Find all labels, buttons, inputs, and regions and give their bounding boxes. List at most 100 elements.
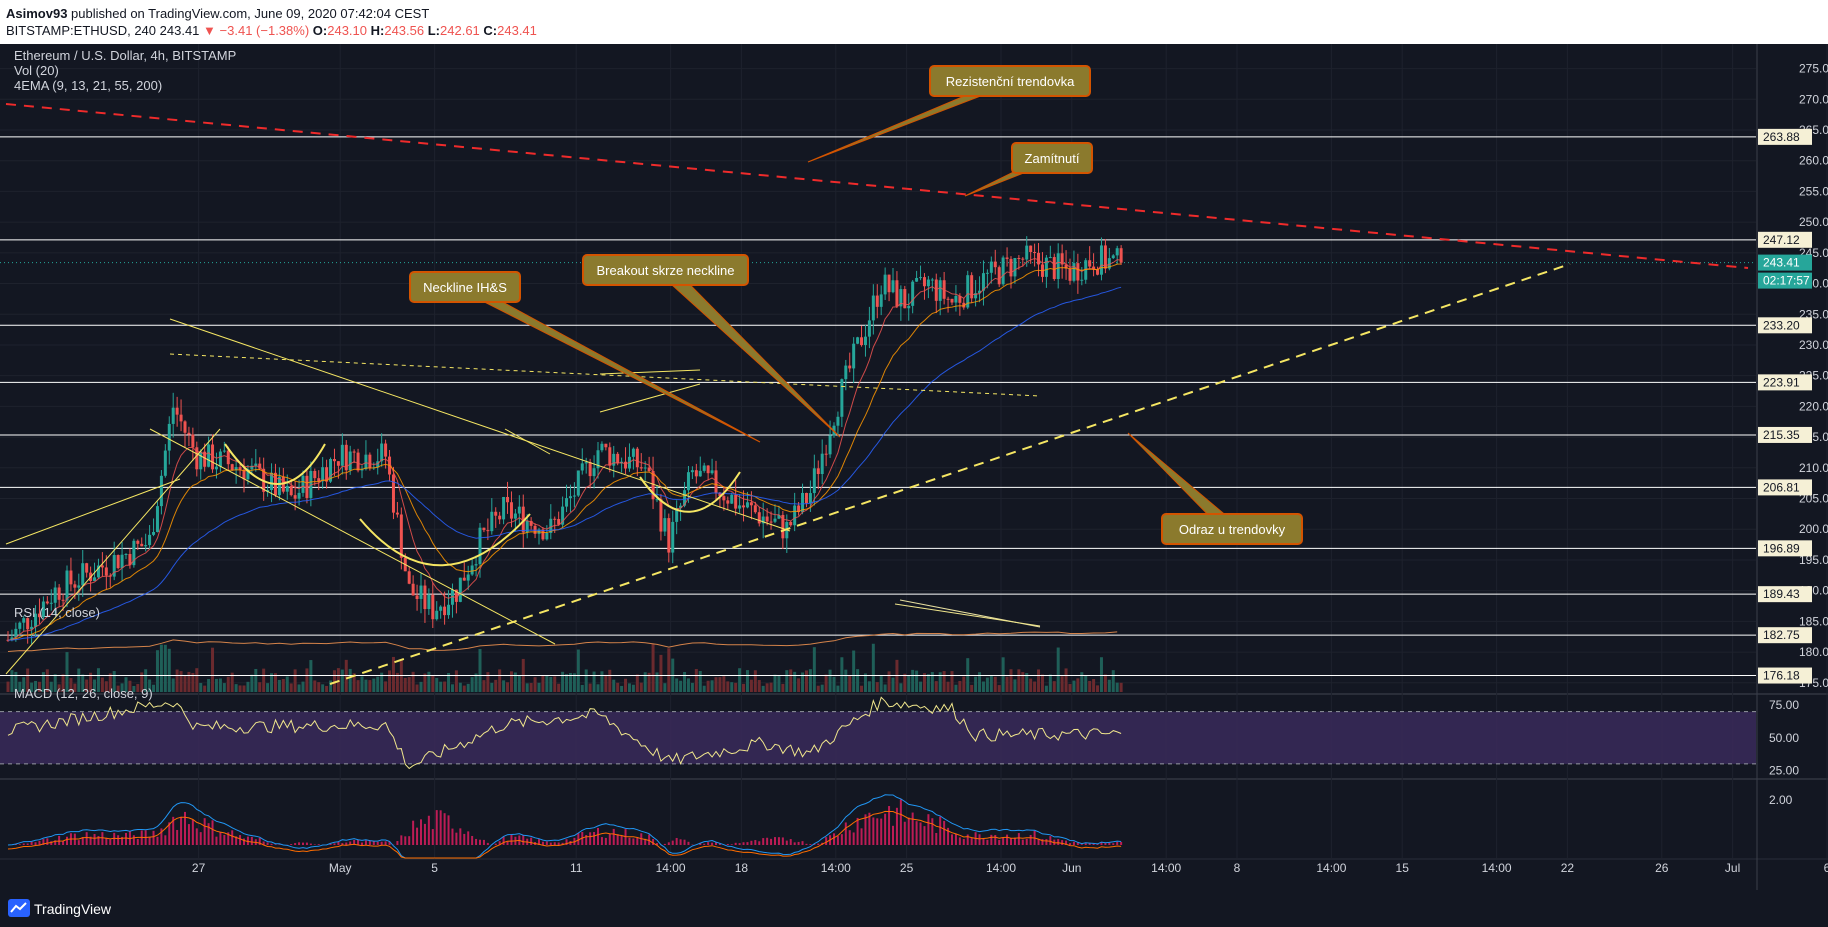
candle-body xyxy=(879,294,883,307)
volume-bar xyxy=(950,671,954,692)
volume-bar xyxy=(860,685,864,692)
y-tick-label: 275.00 xyxy=(1799,62,1828,76)
macd-histogram-bar xyxy=(337,841,340,845)
candle-body xyxy=(348,451,352,471)
macd-histogram-bar xyxy=(451,828,454,845)
volume-bar xyxy=(132,685,136,692)
macd-histogram-bar xyxy=(329,844,332,845)
author-line: Asimov93 published on TradingView.com, J… xyxy=(6,6,429,21)
chart-canvas[interactable]: 27 May 5 11 14:00 18 14:00 25 14:00 Jun 14:00 8 14:0… xyxy=(0,44,1828,890)
macd-histogram-bar xyxy=(380,841,383,845)
volume-bar xyxy=(804,670,808,692)
volume-bar xyxy=(797,678,801,692)
y-tick-label: 180.00 xyxy=(1799,645,1828,659)
candle-body xyxy=(521,506,525,533)
candle-body xyxy=(592,468,596,477)
macd-histogram-bar xyxy=(585,835,588,845)
tradingview-logo-icon[interactable] xyxy=(8,899,30,917)
candle-body xyxy=(1044,257,1048,277)
level-label: 247.12 xyxy=(1763,233,1800,247)
candle-body xyxy=(781,514,785,539)
candle-body xyxy=(659,499,663,532)
candle-body xyxy=(997,267,1001,285)
callout-box xyxy=(1161,513,1303,545)
candle-body xyxy=(96,565,100,578)
macd-legend: MACD (12, 26, close, 9) xyxy=(14,686,153,701)
macd-histogram-bar xyxy=(620,835,623,845)
candle-body xyxy=(57,587,61,600)
volume-bar xyxy=(388,670,392,692)
macd-histogram-bar xyxy=(632,838,635,845)
candle-body xyxy=(726,500,730,504)
macd-histogram-bar xyxy=(66,836,68,845)
candle-body xyxy=(1048,257,1052,259)
close-value: 243.41 xyxy=(497,23,537,38)
level-label: 196.89 xyxy=(1763,541,1800,555)
macd-histogram-bar xyxy=(742,842,745,845)
volume-bar xyxy=(761,685,765,692)
candle-body xyxy=(985,272,989,274)
brand-name[interactable]: TradingView xyxy=(34,901,112,917)
macd-histogram-bar xyxy=(644,838,647,845)
macd-histogram-bar xyxy=(109,839,112,845)
macd-histogram-bar xyxy=(435,810,438,845)
level-tag xyxy=(1758,540,1812,557)
rsi-line xyxy=(7,696,1122,770)
x-tick-label: 5 xyxy=(431,861,438,875)
volume-bar xyxy=(474,673,478,692)
volume-bar xyxy=(568,673,572,692)
macd-histogram-bar xyxy=(1002,837,1005,845)
volume-bar xyxy=(919,681,923,692)
x-tick-label: 27 xyxy=(192,861,206,875)
candle-body xyxy=(734,494,738,509)
macd-histogram-bar xyxy=(754,840,757,845)
macd-histogram-bar xyxy=(231,830,234,845)
last-price-label: 243.41 xyxy=(1763,256,1800,270)
candle-body xyxy=(293,495,297,499)
macd-histogram-bar xyxy=(801,841,804,845)
macd-histogram-bar xyxy=(1084,843,1087,845)
x-tick-label: 14:00 xyxy=(821,861,851,875)
volume-bar xyxy=(336,668,340,692)
candle-body xyxy=(214,466,218,470)
candle-body xyxy=(596,450,600,469)
author-name[interactable]: Asimov93 xyxy=(6,6,68,21)
volume-bar xyxy=(65,652,69,692)
candle-body xyxy=(671,521,675,553)
volume-bar xyxy=(1064,668,1068,692)
macd-histogram-bar xyxy=(703,843,706,845)
macd-histogram-bar xyxy=(860,828,863,845)
macd-histogram-bar xyxy=(1088,843,1091,845)
candle-body xyxy=(565,498,569,507)
volume-bar xyxy=(482,680,486,692)
channel-line xyxy=(5,428,221,675)
ema-legend: 4EMA (9, 13, 21, 55, 200) xyxy=(14,78,162,93)
macd-histogram-bar xyxy=(388,841,391,845)
macd-histogram-bar xyxy=(455,832,458,845)
macd-histogram-bar xyxy=(294,843,297,845)
volume-bar xyxy=(332,670,336,692)
candle-body xyxy=(915,277,919,282)
down-arrow-icon: ▼ xyxy=(203,23,216,38)
candle-body xyxy=(934,279,938,301)
volume-bar xyxy=(470,677,474,692)
volume-bar xyxy=(808,669,812,692)
volume-bar xyxy=(734,682,738,692)
macd-histogram-bar xyxy=(1053,839,1056,845)
macd-histogram-bar xyxy=(888,806,891,845)
volume-bar xyxy=(659,654,663,692)
candle-body xyxy=(588,462,592,477)
volume-bar xyxy=(77,668,81,692)
candle-body xyxy=(647,467,651,472)
volume-bar xyxy=(844,669,848,692)
callout-text: Neckline IH&S xyxy=(423,280,507,295)
candle-body xyxy=(919,277,923,279)
candle-body xyxy=(616,453,620,464)
candle-body xyxy=(675,508,679,522)
candle-body xyxy=(836,416,840,426)
volume-bar xyxy=(867,681,871,692)
volume-bar xyxy=(974,676,978,692)
volume-bar xyxy=(1017,669,1021,692)
volume-bar xyxy=(214,678,218,692)
macd-histogram-bar xyxy=(1049,836,1052,845)
